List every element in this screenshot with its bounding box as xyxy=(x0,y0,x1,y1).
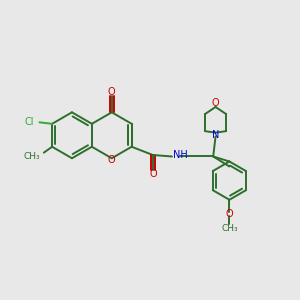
Text: O: O xyxy=(108,87,116,97)
Text: O: O xyxy=(212,98,219,108)
Text: O: O xyxy=(226,208,233,219)
Text: NH: NH xyxy=(173,150,188,160)
Text: CH₃: CH₃ xyxy=(24,152,40,161)
Text: CH₃: CH₃ xyxy=(221,224,238,233)
Text: N: N xyxy=(212,130,219,140)
Text: O: O xyxy=(108,155,116,165)
Text: O: O xyxy=(149,169,157,179)
Text: Cl: Cl xyxy=(25,117,34,127)
